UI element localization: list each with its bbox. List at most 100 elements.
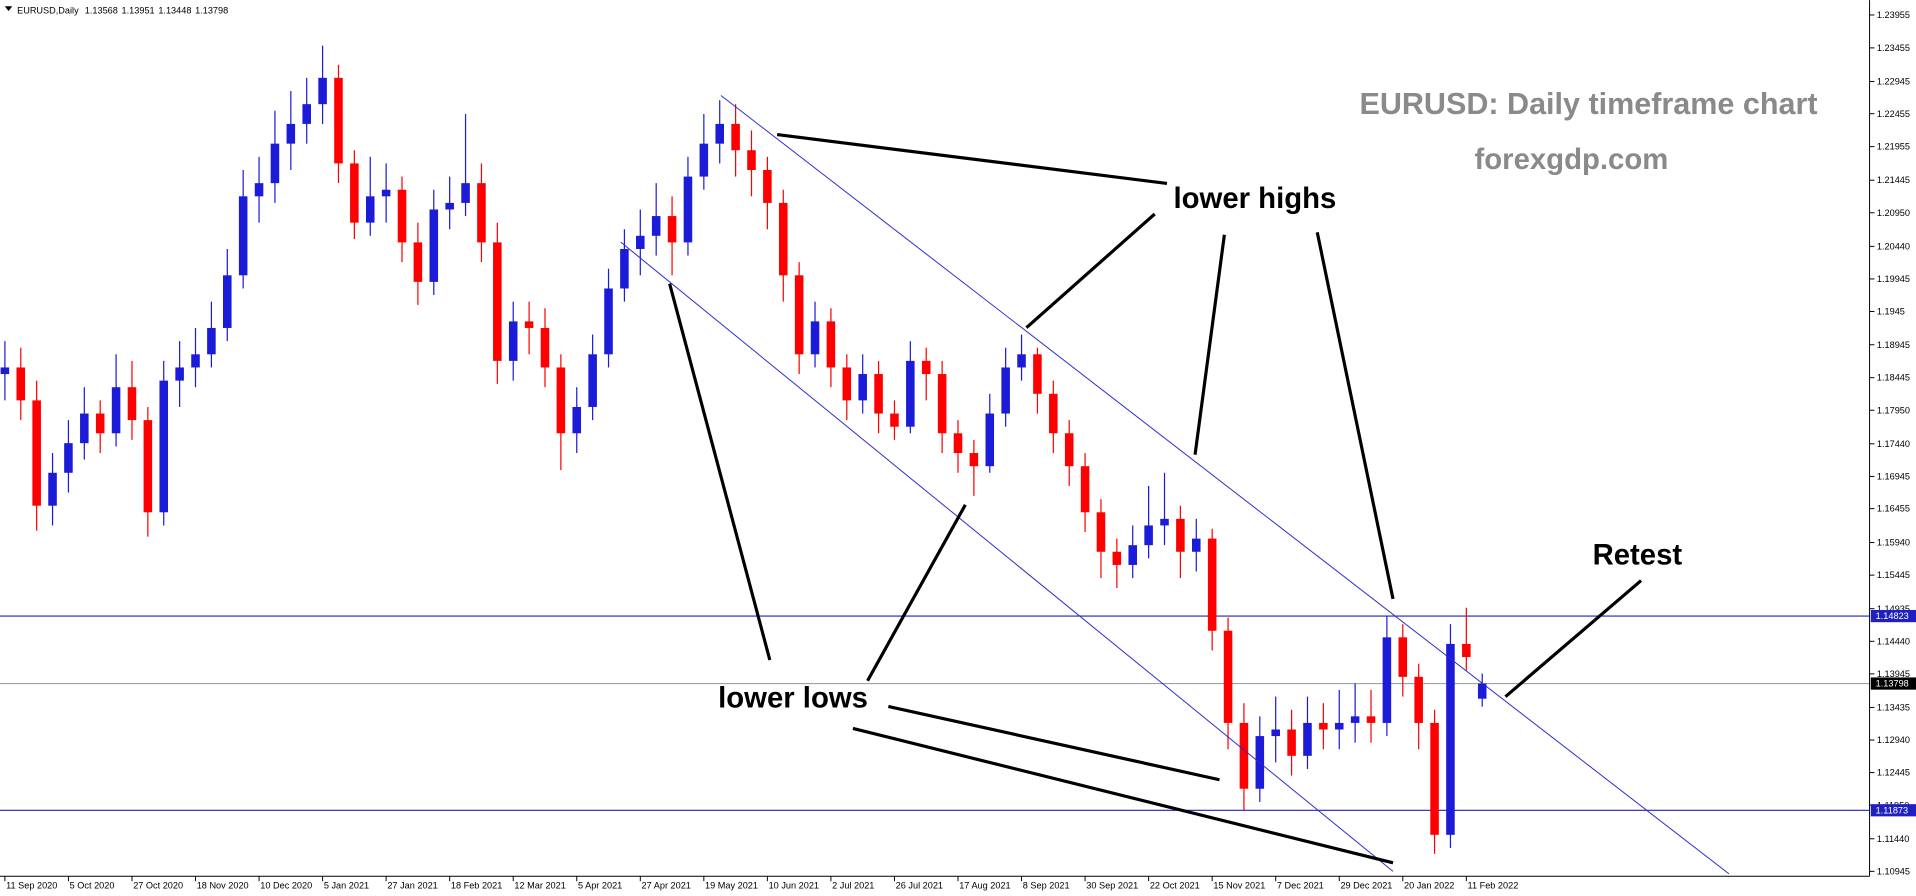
- candle-body: [699, 143, 709, 177]
- level-label: 1.14823: [1876, 611, 1909, 621]
- header-close: 1.13798: [195, 6, 228, 16]
- candle-body: [1176, 518, 1185, 552]
- y-tick-label: 1.11440: [1877, 834, 1909, 844]
- y-tick-label: 1.18445: [1877, 373, 1910, 383]
- candle-body: [1144, 525, 1153, 546]
- candle-body: [238, 196, 248, 276]
- pointer: [866, 504, 967, 682]
- candle-body: [715, 123, 724, 144]
- x-tick-label: 11 Feb 2022: [1468, 881, 1519, 891]
- candle-body: [1477, 683, 1487, 699]
- candle-body: [318, 77, 327, 105]
- x-tick-label: 8 Sep 2021: [1023, 881, 1070, 891]
- candle-body: [763, 169, 772, 203]
- price-label-box: [1870, 677, 1916, 690]
- y-tick-label: 1.13945: [1877, 669, 1910, 679]
- candle-body: [1192, 538, 1201, 552]
- candle-body: [461, 183, 470, 203]
- header-open: 1.13568: [85, 6, 118, 16]
- candle-body: [95, 413, 105, 434]
- candle-body: [127, 387, 137, 421]
- y-tick-label: 1.17440: [1877, 439, 1910, 449]
- y-tick-label: 1.13435: [1877, 703, 1910, 713]
- x-tick-label: 5 Oct 2020: [70, 881, 115, 891]
- candle-body: [556, 367, 566, 434]
- candle-body: [588, 354, 597, 407]
- x-tick-label: 11 Sep 2020: [6, 881, 57, 891]
- candle-body: [48, 472, 57, 506]
- y-tick-label: 1.16455: [1877, 504, 1910, 514]
- candle-body: [254, 183, 264, 197]
- pointer: [1193, 234, 1226, 455]
- y-tick-label: 1.12445: [1877, 768, 1910, 778]
- candle-body: [1287, 729, 1296, 756]
- x-tick-label: 26 Jul 2021: [896, 881, 943, 891]
- candle-body: [445, 202, 454, 210]
- y-tick-label: 1.21445: [1877, 175, 1910, 185]
- candle-body: [667, 216, 677, 243]
- candle-body: [1239, 722, 1249, 789]
- annotation: lower highs: [1173, 182, 1336, 215]
- candle-body: [334, 77, 343, 164]
- candle-body: [1430, 722, 1439, 835]
- candle-body: [1366, 716, 1376, 723]
- x-tick-label: 27 Jan 2021: [387, 881, 437, 891]
- x-tick-label: 5 Apr 2021: [578, 881, 622, 891]
- pointer: [776, 132, 1168, 186]
- y-tick-label: 1.15940: [1877, 538, 1910, 548]
- candle-body: [143, 420, 153, 513]
- x-tick-label: 18 Nov 2020: [197, 881, 249, 891]
- candle-body: [493, 242, 502, 361]
- x-tick-label: 15 Nov 2021: [1213, 881, 1265, 891]
- x-tick-label: 19 May 2021: [705, 881, 758, 891]
- x-tick-label: 5 Jan 2021: [324, 881, 369, 891]
- candle-body: [953, 433, 963, 454]
- price-layer: [0, 615, 1870, 811]
- candle-body: [1303, 722, 1312, 756]
- header-icon: [4, 6, 13, 12]
- level-label-box: [1870, 804, 1916, 817]
- x-tick-label: 27 Oct 2020: [133, 881, 183, 891]
- y-tick-label: 1.19945: [1877, 274, 1910, 284]
- candle-body: [207, 327, 216, 355]
- candle-body: [890, 413, 899, 427]
- candle-body: [683, 176, 693, 243]
- header-low: 1.13448: [158, 6, 191, 16]
- x-tick-label: 22 Oct 2021: [1150, 881, 1200, 891]
- candle-body: [620, 248, 629, 289]
- y-tick-label: 1.16945: [1877, 471, 1910, 481]
- pointer: [668, 283, 772, 661]
- y-tick-label: 1.14440: [1877, 636, 1910, 646]
- candle-body: [64, 443, 73, 473]
- axis-labels: 1.23955 1.23455 1.22945 1.22455 1.21955 1.214…: [4, 10, 1916, 891]
- y-tick-label: 1.15445: [1877, 570, 1910, 580]
- candle-body: [191, 354, 200, 368]
- price-label: 1.13798: [1876, 679, 1909, 689]
- candle-body: [1112, 551, 1122, 565]
- candle-body: [604, 288, 613, 355]
- y-tick-label: 1.10945: [1877, 866, 1910, 876]
- x-tick-label: 17 Aug 2021: [959, 881, 1010, 891]
- y-tick-label: 1.23455: [1877, 43, 1910, 53]
- candle-body: [572, 406, 582, 434]
- candle-body: [921, 360, 931, 375]
- candle-body: [651, 216, 661, 236]
- header-symbol: EURUSD,Daily: [17, 6, 79, 16]
- candle-body: [985, 413, 995, 467]
- candle-body: [413, 242, 423, 282]
- candle-body: [874, 374, 883, 414]
- candle-body: [1096, 512, 1106, 552]
- candle-body: [1319, 722, 1328, 730]
- candle-body: [1001, 367, 1010, 414]
- candle-body: [159, 380, 169, 513]
- candle-body: [397, 189, 407, 243]
- candle-body: [794, 275, 804, 355]
- level-label: 1.11873: [1876, 805, 1908, 815]
- y-tick-label: 1.20440: [1877, 241, 1910, 251]
- candle-body: [1350, 716, 1360, 723]
- candle-body: [747, 150, 756, 170]
- y-tick-label: 1.20950: [1877, 208, 1910, 218]
- pointer: [852, 726, 1394, 865]
